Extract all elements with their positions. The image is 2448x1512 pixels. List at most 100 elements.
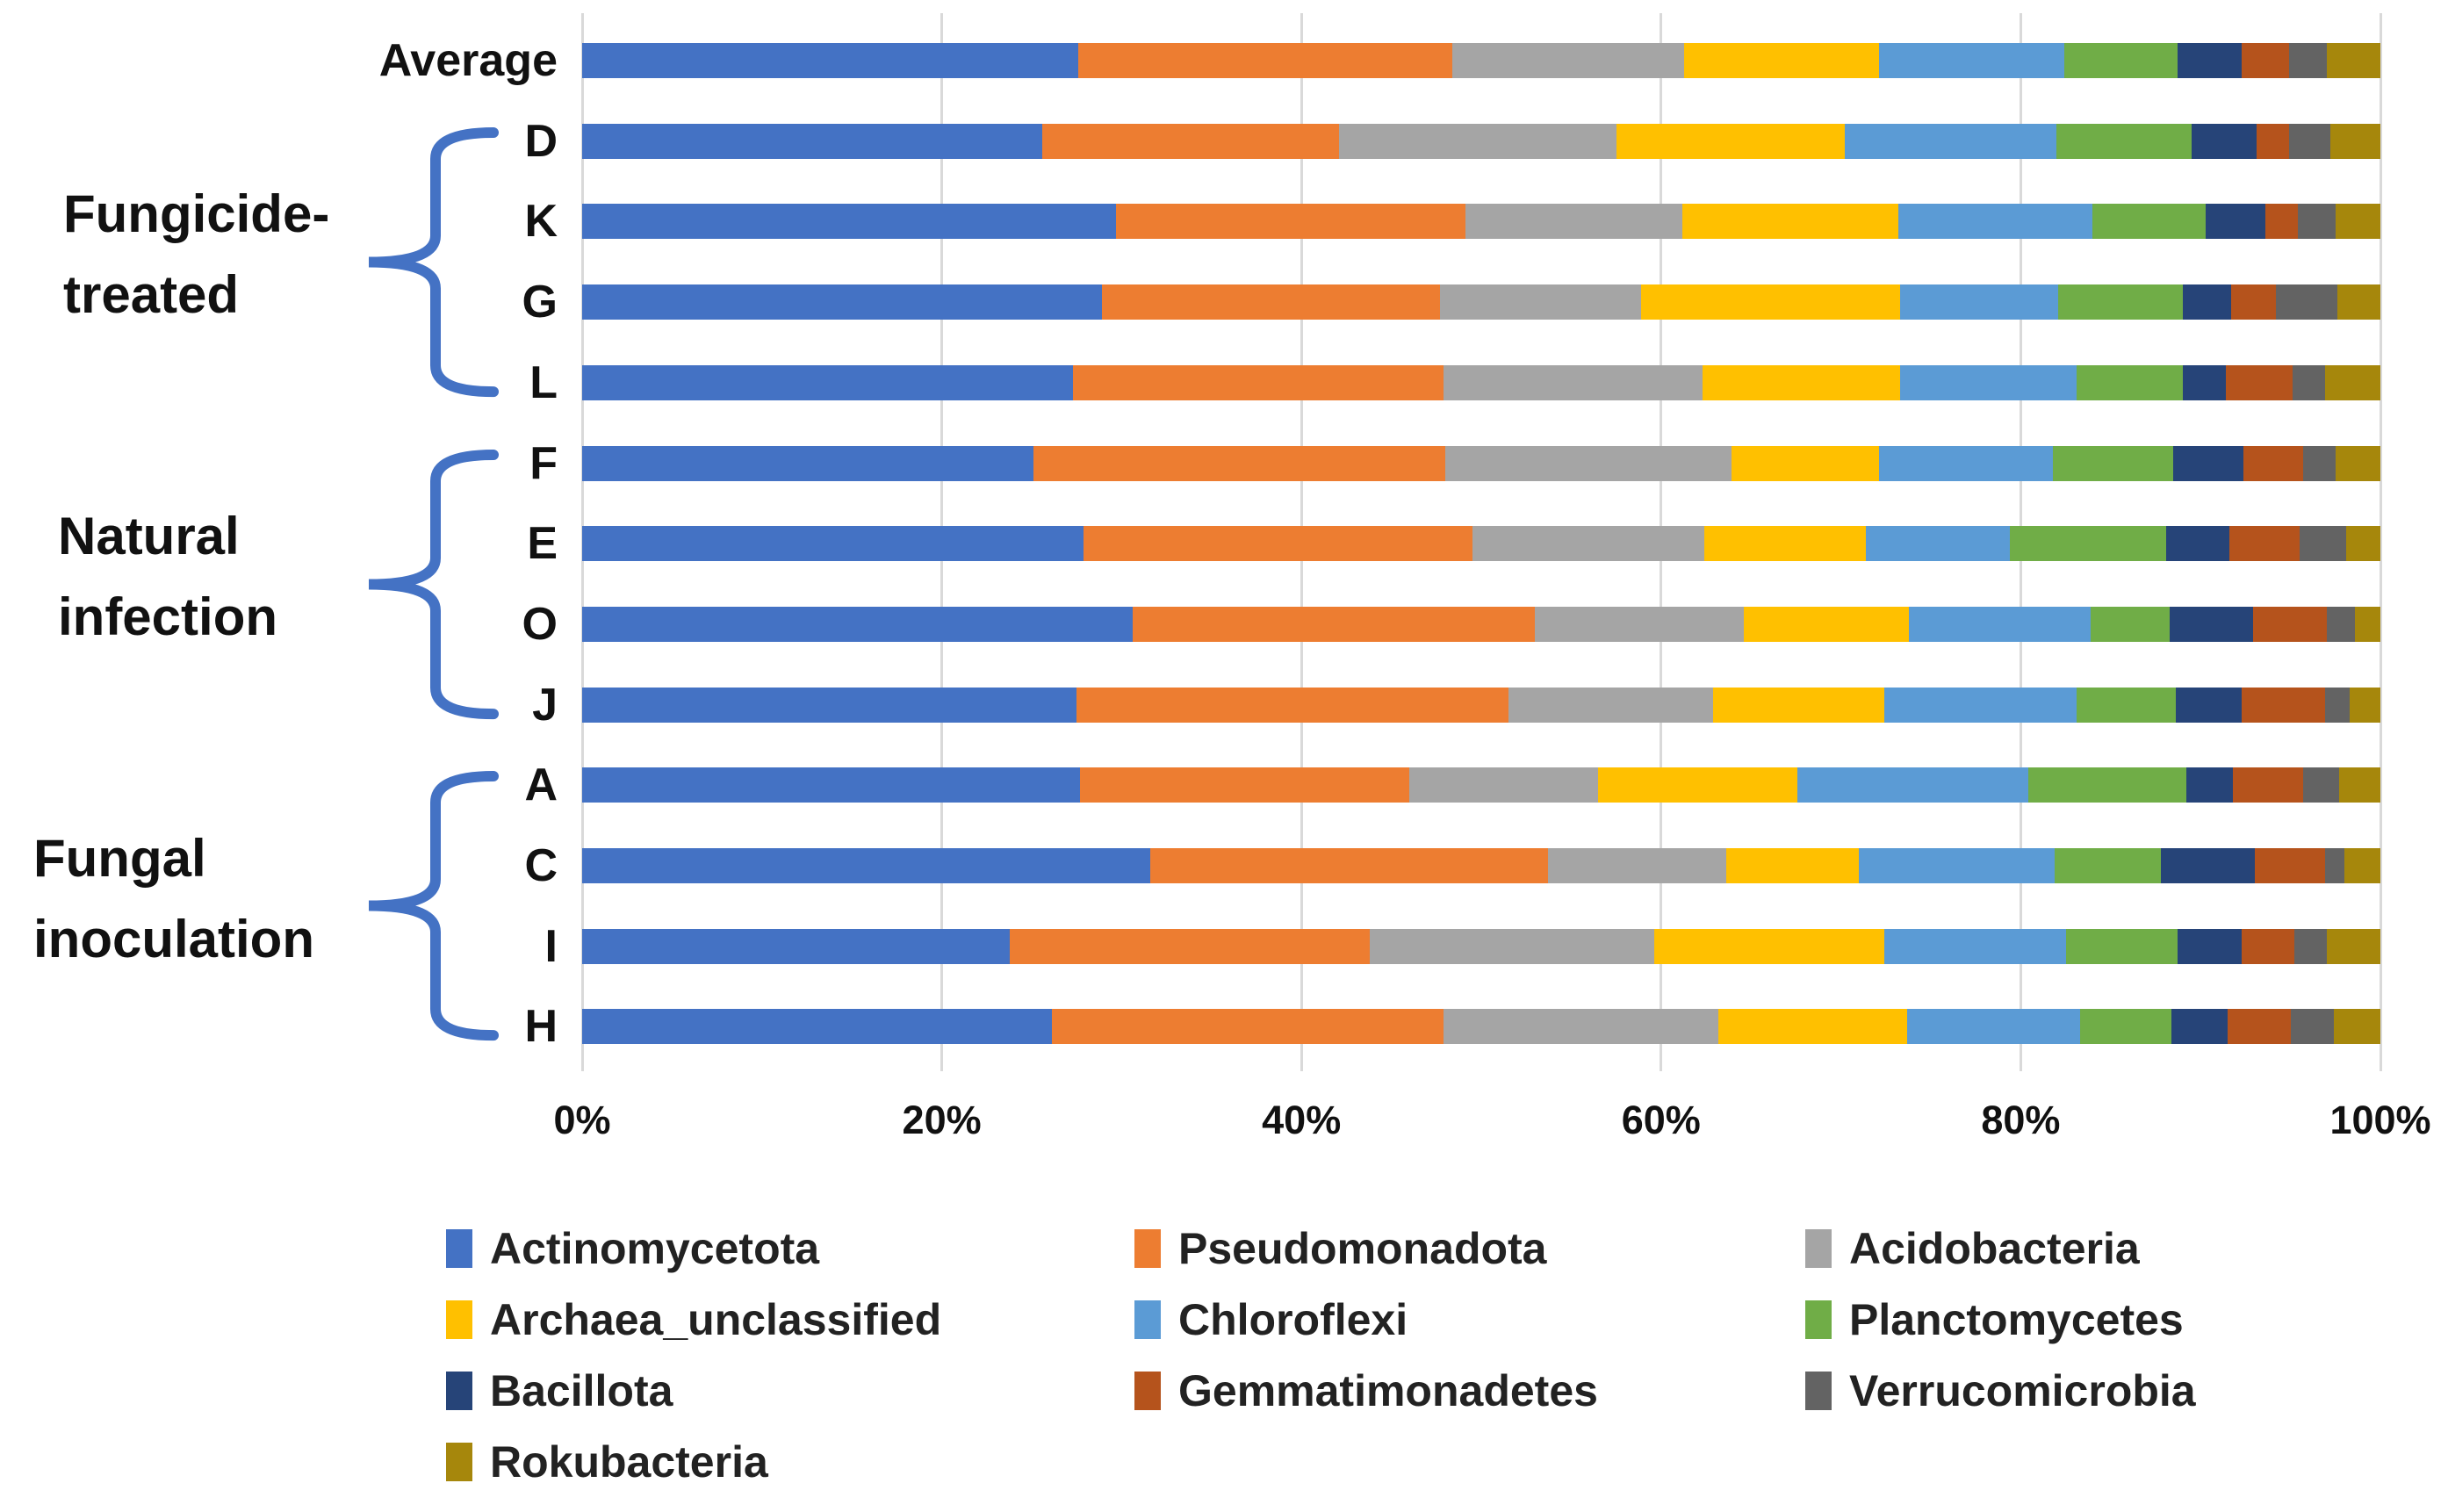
bar-segment-Pseudomonadota [1042,123,1340,159]
bar-segment-Verrucomicrobia [2290,1009,2334,1045]
row-label-K: K [524,196,558,248]
bar-segment-Actinomycetota [582,767,1081,803]
bar-segment-Gemmatimonadetes [2225,364,2293,400]
x-tick-20%: 20% [902,1098,982,1142]
bar-segment-Bacillota [2182,364,2226,400]
bar-segment-Planctomycetes [2065,928,2178,964]
bar-segment-Pseudomonadota [1084,526,1472,562]
bar-G [582,284,2380,320]
legend-item-Bacillota: Bacillota [446,1366,673,1415]
x-tick-0%: 0% [553,1098,611,1142]
bar-segment-Gemmatimonadetes [2264,204,2298,240]
bar-segment-Bacillota [2166,526,2229,562]
legend-swatch-Planctomycetes [1805,1300,1832,1339]
bar-segment-Verrucomicrobia [2302,445,2336,481]
legend-label: Verrucomicrobia [1849,1366,2196,1415]
bar-segment-Chloroflexi [1898,204,2093,240]
bar-segment-Planctomycetes [2076,364,2183,400]
bar-segment-Gemmatimonadetes [2242,43,2289,78]
bar-segment-Bacillota [2185,767,2234,803]
bar-segment-Archaea_unclassified [1725,848,1860,883]
bar-segment-Pseudomonadota [1078,43,1453,78]
x-tick-80%: 80% [1981,1098,2061,1142]
bar-segment-Chloroflexi [1859,848,2056,883]
bar-segment-Pseudomonadota [1010,928,1371,964]
bar-segment-Actinomycetota [582,848,1151,883]
bar-L [582,364,2380,400]
bar-segment-Rokubacteria [2336,284,2380,320]
row-label-G: G [522,277,558,328]
bar-segment-Verrucomicrobia [2288,43,2327,78]
bar-segment-Archaea_unclassified [1744,606,1910,642]
bar-F [582,445,2380,481]
legend-swatch-Verrucomicrobia [1805,1372,1832,1410]
bar-segment-Rokubacteria [2326,928,2380,964]
group-label-line: Natural [58,507,240,566]
bar-segment-Planctomycetes [2091,606,2171,642]
bar-segment-Rokubacteria [2346,526,2380,562]
legend-swatch-Pseudomonadota [1134,1229,1161,1268]
legend-item-Planctomycetes: Planctomycetes [1805,1295,2184,1344]
bar-I [582,928,2380,964]
bar-segment-Archaea_unclassified [1598,767,1798,803]
legend-swatch-Archaea_unclassified [446,1300,472,1339]
legend-label: Planctomycetes [1849,1295,2184,1344]
bar-segment-Gemmatimonadetes [2256,123,2289,159]
bar-segment-Bacillota [2161,848,2255,883]
bar-segment-Archaea_unclassified [1616,123,1845,159]
group-brace-1 [368,449,499,719]
bar-segment-Archaea_unclassified [1731,445,1879,481]
bar-segment-Archaea_unclassified [1653,928,1884,964]
legend-swatch-Actinomycetota [446,1229,472,1268]
bar-segment-Acidobacteria [1444,1009,1719,1045]
bar-segment-Acidobacteria [1465,204,1683,240]
row-label-F: F [529,437,558,489]
legend-label: Chloroflexi [1178,1295,1408,1344]
bar-segment-Verrucomicrobia [2297,204,2336,240]
bar-segment-Rokubacteria [2350,687,2380,723]
legend-label: Bacillota [490,1366,673,1415]
bar-segment-Actinomycetota [582,123,1043,159]
bar-segment-Pseudomonadota [1101,284,1440,320]
bar-segment-Bacillota [2206,204,2265,240]
bar-segment-Rokubacteria [2344,848,2380,883]
bar-segment-Acidobacteria [1547,848,1726,883]
bar-segment-Rokubacteria [2329,123,2380,159]
bar-segment-Acidobacteria [1444,364,1703,400]
bar-segment-Bacillota [2175,687,2243,723]
bar-segment-Actinomycetota [582,43,1079,78]
bar-segment-Chloroflexi [1878,43,2064,78]
bar-segment-Bacillota [2191,123,2257,159]
legend-swatch-Rokubacteria [446,1443,472,1481]
bar-segment-Rokubacteria [2326,43,2381,78]
bar-segment-Chloroflexi [1883,928,2066,964]
bar-segment-Pseudomonadota [1033,445,1446,481]
legend-item-Verrucomicrobia: Verrucomicrobia [1805,1366,2196,1415]
bar-segment-Acidobacteria [1445,445,1732,481]
bar-segment-Planctomycetes [2058,284,2183,320]
bar-segment-Verrucomicrobia [2288,123,2330,159]
bar-segment-Acidobacteria [1535,606,1744,642]
group-label-2: Fungal inoculation [33,818,314,980]
bar-segment-Bacillota [2173,445,2244,481]
bar-segment-Verrucomicrobia [2326,606,2356,642]
bar-segment-Planctomycetes [2056,123,2192,159]
legend-label: Acidobacteria [1849,1224,2140,1273]
row-label-H: H [524,1001,558,1053]
bar-segment-Pseudomonadota [1116,204,1465,240]
bar-segment-Chloroflexi [1900,284,2059,320]
bar-segment-Gemmatimonadetes [2227,1009,2291,1045]
x-tick-40%: 40% [1262,1098,1342,1142]
bar-segment-Bacillota [2171,1009,2228,1045]
bar-D [582,123,2380,159]
bar-segment-Verrucomicrobia [2299,526,2347,562]
row-label-I: I [544,920,558,972]
bar-segment-Actinomycetota [582,1009,1052,1045]
bar-segment-Bacillota [2177,928,2243,964]
bar-segment-Actinomycetota [582,364,1074,400]
bar-segment-Archaea_unclassified [1718,1009,1908,1045]
bar-segment-Archaea_unclassified [1702,364,1901,400]
bar-segment-Bacillota [2177,43,2243,78]
bar-segment-Acidobacteria [1472,526,1704,562]
bar-segment-Verrucomicrobia [2276,284,2337,320]
